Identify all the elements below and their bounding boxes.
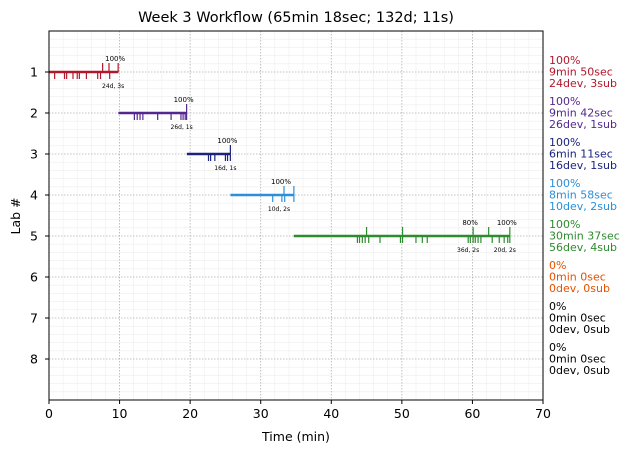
side-summary-line: 10dev, 2sub: [549, 200, 617, 213]
side-summary-line: 0min 0sec: [549, 353, 606, 366]
side-summary-line: 100%: [549, 177, 580, 190]
y-axis-ticks: 1 2 3 4 5 6 7 8: [30, 65, 49, 367]
y-tick-label: 1: [30, 65, 38, 80]
side-summary-line: 9min 50sec: [549, 66, 613, 79]
score-label: 80%: [462, 219, 478, 227]
side-summary-line: 0min 0sec: [549, 271, 606, 284]
chart-title: Week 3 Workflow (65min 18sec; 132d; 11s): [138, 10, 454, 26]
side-summary-line: 30min 37sec: [549, 230, 620, 243]
side-summary-line: 0dev, 0sub: [549, 323, 610, 336]
commit-count-label: 10d, 2s: [268, 206, 290, 213]
y-tick-label: 3: [30, 147, 38, 162]
side-summary-line: 100%: [549, 95, 580, 108]
score-label: 100%: [174, 96, 194, 104]
side-summary-line: 0min 0sec: [549, 312, 606, 325]
side-summary-line: 8min 58sec: [549, 189, 613, 202]
y-tick-label: 2: [30, 106, 38, 121]
side-summary-line: 9min 42sec: [549, 107, 613, 120]
side-summary-line: 16dev, 1sub: [549, 159, 617, 172]
y-tick-label: 8: [30, 352, 38, 367]
x-tick-label: 50: [394, 406, 410, 421]
side-summary-line: 6min 11sec: [549, 148, 613, 161]
y-tick-label: 7: [30, 311, 38, 326]
commit-count-label: 20d, 2s: [494, 247, 516, 254]
score-label: 100%: [271, 178, 291, 186]
score-label: 100%: [217, 137, 237, 145]
score-label: 100%: [497, 219, 517, 227]
x-tick-label: 10: [112, 406, 128, 421]
commit-count-label: 24d, 3s: [102, 83, 124, 90]
x-tick-label: 40: [323, 406, 339, 421]
y-axis-label: Lab #: [8, 197, 23, 234]
x-axis-label: Time (min): [261, 429, 330, 444]
commit-count-label: 26d, 1s: [171, 124, 193, 131]
lab-marks: 100% 24d, 3s 100% 26d, 1s 100% 16d, 1s 100% 10d…: [49, 55, 517, 254]
x-tick-label: 20: [182, 406, 198, 421]
side-summary-line: 0dev, 0sub: [549, 364, 610, 377]
side-summary-line: 24dev, 3sub: [549, 77, 617, 90]
commit-count-label: 36d, 2s: [457, 247, 479, 254]
x-tick-label: 60: [464, 406, 480, 421]
side-summary-line: 0%: [549, 300, 566, 313]
y-tick-label: 6: [30, 270, 38, 285]
y-tick-label: 5: [30, 229, 38, 244]
side-summary-line: 56dev, 4sub: [549, 241, 617, 254]
plot-frame: [48, 30, 544, 401]
x-axis-ticks: 0 10 20 30 40 50 60 70: [45, 400, 551, 421]
side-summary-line: 0%: [549, 341, 566, 354]
commit-count-label: 16d, 1s: [214, 165, 236, 172]
side-summary-line: 0%: [549, 259, 566, 272]
side-summary-line: 0dev, 0sub: [549, 282, 610, 295]
x-tick-label: 70: [535, 406, 551, 421]
side-summary-line: 100%: [549, 218, 580, 231]
side-summary-line: 100%: [549, 54, 580, 67]
y-tick-label: 4: [30, 188, 38, 203]
x-tick-label: 30: [253, 406, 269, 421]
side-summary-line: 100%: [549, 136, 580, 149]
x-tick-label: 0: [45, 406, 53, 421]
score-label: 100%: [105, 55, 125, 63]
side-summary-line: 26dev, 1sub: [549, 118, 617, 131]
